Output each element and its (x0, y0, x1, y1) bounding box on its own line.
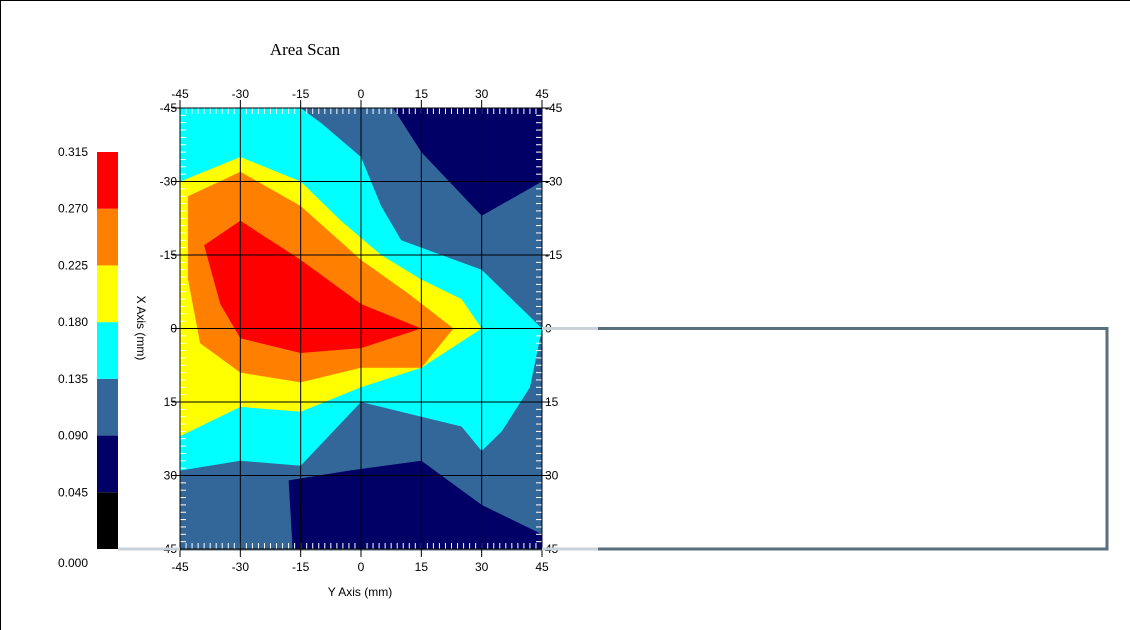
x-tick-label-top: -45 (171, 87, 189, 101)
x-tick-label-bottom: -30 (232, 560, 250, 574)
legend-swatch (97, 378, 118, 436)
y-tick-label-left: -45 (160, 101, 178, 115)
legend-swatch (97, 208, 118, 266)
y-tick-label-left: 0 (170, 322, 177, 336)
legend-tick-label: 0.225 (58, 258, 88, 272)
legend-tick-label: 0.090 (58, 429, 88, 443)
y-tick-label-left: -15 (160, 248, 178, 262)
legend-swatch (97, 492, 118, 549)
panel-connector-line (120, 327, 1109, 551)
x-tick-label-bottom: 0 (358, 560, 365, 574)
legend-swatch (97, 435, 118, 493)
x-tick-label-top: 15 (415, 87, 429, 101)
legend-swatch (97, 152, 118, 209)
y-tick-label-right: 15 (545, 395, 559, 409)
legend-tick-label: 0.180 (58, 315, 88, 329)
y-tick-label-right: -45 (545, 101, 563, 115)
y-axis-label: X Axis (mm) (134, 296, 148, 361)
legend-swatch (97, 265, 118, 323)
legend-tick-label: 0.000 (58, 556, 88, 570)
y-tick-label-right: -15 (545, 248, 563, 262)
x-tick-label-top: -15 (292, 87, 310, 101)
x-tick-label-bottom: 30 (475, 560, 489, 574)
x-tick-label-top: 30 (475, 87, 489, 101)
y-tick-label-left: -30 (160, 175, 178, 189)
chart-title: Area Scan (270, 40, 341, 59)
contour-region (393, 108, 542, 216)
x-tick-label-bottom: 15 (415, 560, 429, 574)
y-tick-label-left: 30 (164, 469, 178, 483)
x-axis-label: Y Axis (mm) (328, 585, 392, 599)
x-tick-label-top: 45 (535, 87, 549, 101)
legend-tick-label: 0.045 (58, 485, 88, 499)
legend-tick-label: 0.270 (58, 202, 88, 216)
y-tick-label-right: -30 (545, 175, 563, 189)
x-tick-label-bottom: -15 (292, 560, 310, 574)
x-tick-label-bottom: 45 (535, 560, 549, 574)
legend-swatch (97, 322, 118, 379)
color-legend: 0.000 0.045 0.090 0.135 0.180 0.225 0.270 0.315 (58, 145, 118, 570)
legend-tick-label: 0.135 (58, 372, 88, 386)
x-tick-label-bottom: -45 (171, 560, 189, 574)
y-tick-label-right: 30 (545, 469, 559, 483)
legend-tick-label: 0.315 (58, 145, 88, 159)
x-tick-label-top: -30 (232, 87, 250, 101)
x-tick-label-top: 0 (358, 87, 365, 101)
contour-region (288, 460, 542, 549)
contour-region (204, 220, 422, 353)
y-tick-label-left: 15 (164, 395, 178, 409)
